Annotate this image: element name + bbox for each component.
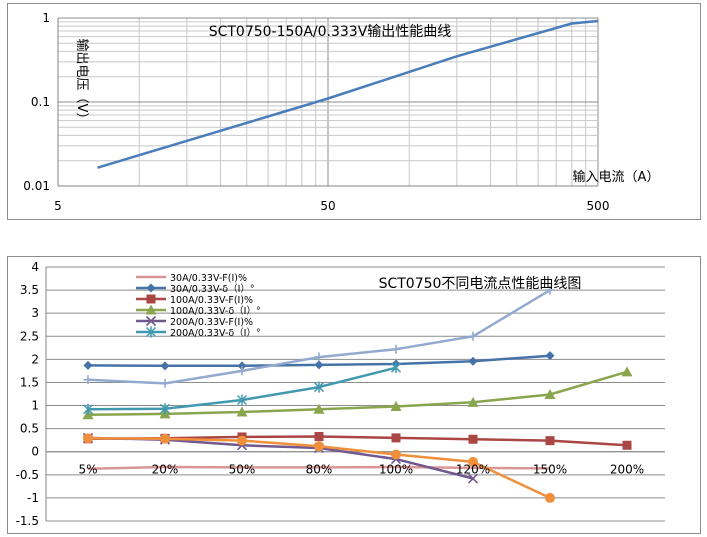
chart2-marker-triangle (145, 304, 157, 315)
chart2-legend-label: 200A/0.33V-δ（I）° (170, 327, 261, 339)
chart2-x-tick: 150% (533, 463, 567, 477)
chart2-marker-triangle (544, 388, 556, 399)
chart2-legend-label: 30A/0.33V-F(I)% (170, 273, 247, 284)
chart2-marker-plus (545, 285, 555, 295)
chart2-x-tick: 50% (229, 463, 256, 477)
chart2-marker-diamond (146, 283, 156, 293)
chart2-y-tick: 1 (31, 399, 39, 413)
chart1-xlabel: 输入电流（A） (573, 169, 660, 185)
chart2-series-6 (83, 285, 555, 388)
chart2-series-line (87, 370, 628, 417)
chart1-y-tick: 1 (42, 11, 50, 25)
chart2-marker-diamond (83, 360, 93, 370)
chart2-marker-square (468, 434, 478, 444)
chart2-marker-diamond (468, 356, 478, 366)
chart2-series-7 (83, 433, 555, 503)
chart2-marker-diamond (237, 361, 247, 371)
chart2-marker-square (314, 431, 324, 441)
chart2-marker-circle (237, 435, 247, 446)
chart2-series (82, 285, 633, 503)
chart1-series (97, 19, 599, 169)
chart2-marker-square (146, 294, 156, 304)
chart2-y-tick: -1.5 (16, 514, 39, 528)
chart1-series-line (97, 19, 599, 169)
chart2-marker-circle (545, 492, 555, 503)
chart2-frame (7, 256, 701, 534)
chart1-ylabel: 输出电压（V） (74, 39, 90, 126)
chart2-x-tick: 20% (152, 463, 179, 477)
chart2-marker-circle (391, 449, 401, 460)
current-point-chart: 4 3.5 3 2.5 2 1.5 1 0.5 0 -0.5 -1 -1.5 5% 20% 50% 80% 10… (7, 256, 701, 534)
log-output-chart: 5 50 500 1 0.1 0.01 SCT0750-150A/0.333V输出性能曲线… (7, 3, 701, 220)
chart2-marker-star (390, 362, 402, 374)
chart2-y-tick: 4 (31, 260, 39, 274)
chart2-series-1 (83, 351, 555, 371)
chart2-marker-circle (160, 433, 170, 444)
chart2-marker-x (467, 473, 479, 484)
chart2-marker-diamond (545, 351, 555, 361)
chart2-y-tick: 1.5 (20, 375, 39, 389)
chart2-marker-circle (314, 441, 324, 452)
chart2-y-tick: 0 (31, 445, 39, 459)
chart1-gridlines (57, 17, 599, 187)
chart2-marker-plus (237, 366, 247, 376)
chart2-marker-triangle (467, 396, 479, 407)
chart2-x-tick: 5% (78, 463, 97, 477)
chart2-tick-labels: 4 3.5 3 2.5 2 1.5 1 0.5 0 -0.5 -1 -1.5 5% 20% 50% 80% 10… (16, 260, 645, 528)
chart2-marker-triangle (236, 406, 248, 417)
chart2-marker-square (545, 436, 555, 446)
chart2-marker-plus (391, 344, 401, 354)
chart1-x-tick: 500 (587, 199, 610, 213)
chart2-y-tick: -1 (27, 491, 39, 505)
chart2-marker-star (236, 394, 248, 406)
chart1-x-tick: 5 (54, 199, 62, 213)
chart2-axes (45, 267, 665, 521)
chart2-marker-star (159, 403, 171, 415)
chart2-x-tick: 200% (610, 463, 644, 477)
chart2-marker-star (145, 326, 157, 338)
chart1-frame (7, 3, 701, 220)
chart2-legend: 30A/0.33V-F(I)%30A/0.33V-δ（I）°100A/0.33V… (136, 273, 261, 339)
chart2-marker-triangle (621, 366, 633, 377)
chart2-y-tick: 3.5 (20, 283, 39, 297)
chart2-marker-plus (160, 378, 170, 388)
chart2-marker-circle (83, 433, 93, 444)
chart2-y-tick: -0.5 (16, 468, 39, 482)
chart2-marker-star (313, 381, 325, 393)
chart1-title: SCT0750-150A/0.333V输出性能曲线 (209, 24, 452, 40)
chart2-y-tick: 2.5 (20, 329, 39, 343)
chart2-marker-plus (468, 331, 478, 341)
chart2-series-5 (82, 362, 402, 415)
chart1-x-tick: 50 (320, 199, 335, 213)
chart2-marker-circle (468, 456, 478, 467)
chart2-marker-star (82, 403, 94, 415)
chart2-marker-diamond (160, 361, 170, 371)
chart2-legend-label: 100A/0.33V-δ（I）° (170, 305, 261, 317)
chart2-x-tick: 100% (379, 463, 413, 477)
chart2-series-line (87, 465, 551, 471)
chart2-marker-triangle (313, 403, 325, 414)
chart2-marker-square (622, 440, 632, 450)
chart2-x-tick: 120% (456, 463, 490, 477)
chart2-title: SCT0750不同电流点性能曲线图 (379, 276, 582, 292)
chart1-y-tick: 0.1 (31, 95, 50, 109)
chart2-y-tick: 3 (31, 306, 39, 320)
chart2-y-tick: 0.5 (20, 422, 39, 436)
chart1-tick-labels: 5 50 500 1 0.1 0.01 (23, 11, 609, 213)
chart2-marker-x (145, 315, 157, 327)
chart2-marker-square (391, 433, 401, 443)
chart2-marker-plus (83, 375, 93, 385)
chart2-marker-plus (314, 352, 324, 362)
chart1-y-tick: 0.01 (23, 179, 50, 193)
chart2-legend-label: 100A/0.33V-F(I)% (170, 295, 253, 306)
chart2-marker-diamond (314, 360, 324, 370)
chart2-series-0 (87, 465, 551, 471)
chart2-marker-triangle (390, 400, 402, 411)
chart2-y-tick: 2 (31, 352, 39, 366)
chart2-legend-label: 200A/0.33V-F(I)% (170, 317, 253, 328)
chart2-legend-label: 30A/0.33V-δ（I）° (170, 283, 255, 295)
chart1-axes (57, 18, 598, 187)
chart2-x-tick: 80% (306, 463, 333, 477)
